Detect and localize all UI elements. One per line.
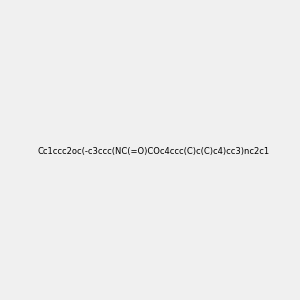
Text: Cc1ccc2oc(-c3ccc(NC(=O)COc4ccc(C)c(C)c4)cc3)nc2c1: Cc1ccc2oc(-c3ccc(NC(=O)COc4ccc(C)c(C)c4)… (38, 147, 270, 156)
